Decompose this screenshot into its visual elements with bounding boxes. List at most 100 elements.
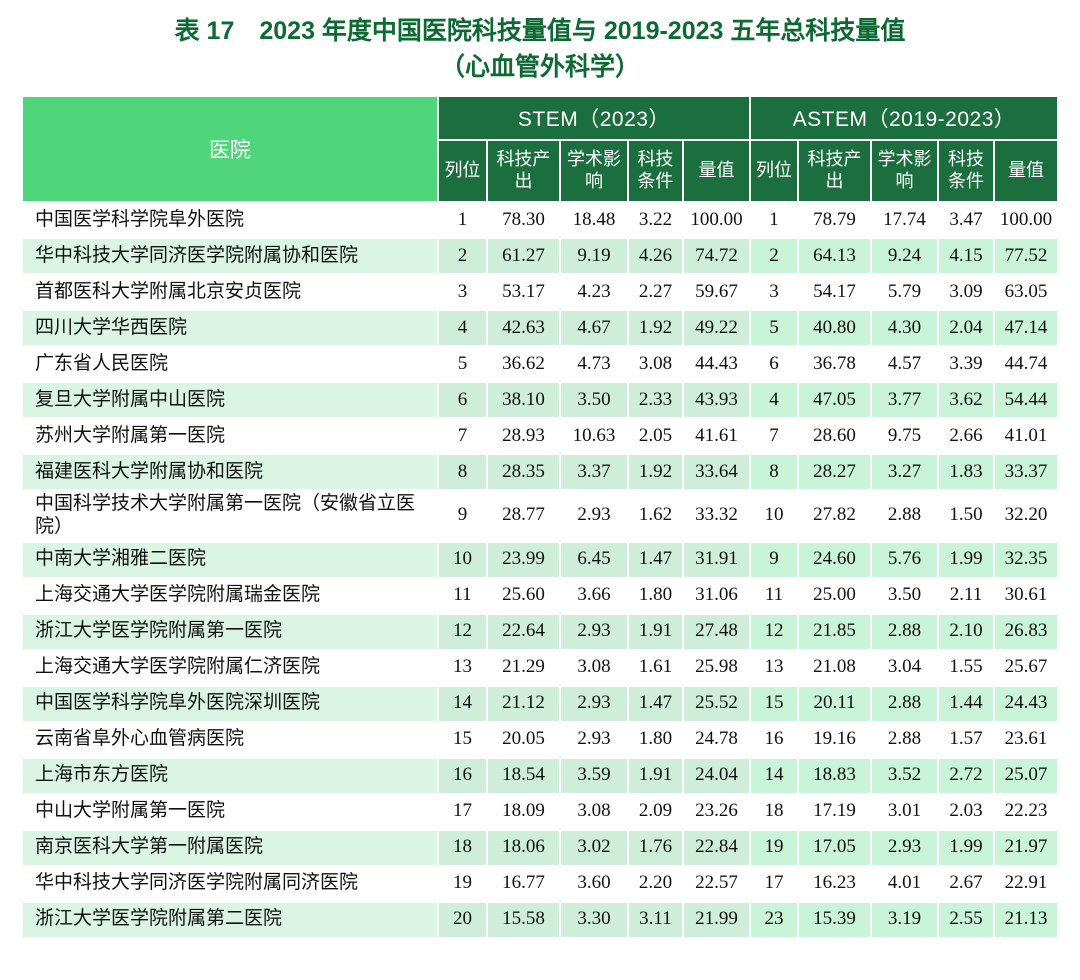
stem-value-cell: 59.67 [681, 273, 751, 311]
astem-value-cell: 41.01 [992, 417, 1060, 455]
stem-influence-cell: 6.45 [558, 540, 629, 579]
stem-value-cell: 21.99 [681, 900, 751, 939]
astem-influence-cell: 3.77 [869, 381, 939, 419]
astem-condition-cell: 1.83 [936, 453, 995, 491]
table-title-line1: 表 17 2023 年度中国医院科技量值与 2019-2023 五年总科技量值 [174, 17, 906, 45]
astem-value-cell: 25.67 [992, 648, 1060, 687]
table-body: 中国医学科学院阜外医院 1 78.30 18.48 3.22 100.00 1 78.79 17… [20, 201, 1060, 939]
astem-output-cell: 25.00 [796, 576, 872, 615]
stem-rank-cell: 15 [436, 720, 488, 759]
table-row: 上海交通大学医学院附属瑞金医院 11 25.60 3.66 1.80 31.06 11 25.… [20, 576, 1060, 615]
astem-influence-cell: 3.27 [869, 453, 939, 491]
astem-influence-cell: 4.01 [869, 864, 939, 903]
stem-output-cell: 36.62 [485, 345, 561, 383]
stem-rank-cell: 1 [436, 201, 488, 239]
stem-rank-cell: 4 [436, 309, 488, 347]
stem-condition-cell: 1.80 [626, 576, 684, 615]
astem-condition-cell: 2.04 [936, 309, 995, 347]
stem-influence-cell: 3.59 [558, 756, 629, 795]
hospital-name-cell: 华中科技大学同济医学院附属协和医院 [20, 237, 439, 275]
astem-influence-cell: 9.24 [869, 237, 939, 275]
astem-value-cell: 22.91 [992, 864, 1060, 903]
stem-condition-cell: 1.80 [626, 720, 684, 759]
astem-rank-cell: 15 [748, 684, 799, 723]
table-row: 华中科技大学同济医学院附属同济医院 19 16.77 3.60 2.20 22.57 17 1… [20, 864, 1060, 903]
stem-output-cell: 20.05 [485, 720, 561, 759]
table-row: 上海市东方医院 16 18.54 3.59 1.91 24.04 14 18.83 3.52 2.… [20, 756, 1060, 795]
stem-condition-cell: 2.27 [626, 273, 684, 311]
astem-condition-header: 科技条件 [936, 139, 995, 203]
stem-rank-cell: 2 [436, 237, 488, 275]
stem-output-cell: 18.54 [485, 756, 561, 795]
astem-value-cell: 24.43 [992, 684, 1060, 723]
astem-output-cell: 36.78 [796, 345, 872, 383]
table-row: 中南大学湘雅二医院 10 23.99 6.45 1.47 31.91 9 24.60 5.76 1… [20, 540, 1060, 579]
stem-condition-header: 科技条件 [626, 139, 684, 203]
stem-influence-cell: 3.66 [558, 576, 629, 615]
astem-output-cell: 24.60 [796, 540, 872, 579]
stem-group-header: STEM（2023） [436, 95, 751, 141]
table-title-line2: （心血管外科学） [439, 52, 640, 81]
table-row: 中山大学附属第一医院 17 18.09 3.08 2.09 23.26 18 17.19 3.0… [20, 792, 1060, 831]
hospital-name-cell: 浙江大学医学院附属第二医院 [20, 900, 439, 939]
astem-value-cell: 23.61 [992, 720, 1060, 759]
astem-output-cell: 21.08 [796, 648, 872, 687]
astem-condition-cell: 1.57 [936, 720, 995, 759]
astem-rank-cell: 13 [748, 648, 799, 687]
astem-rank-cell: 12 [748, 612, 799, 651]
astem-value-cell: 77.52 [992, 237, 1060, 275]
stem-output-cell: 18.09 [485, 792, 561, 831]
hospital-name-cell: 上海交通大学医学院附属仁济医院 [20, 648, 439, 687]
astem-rank-cell: 16 [748, 720, 799, 759]
astem-output-cell: 16.23 [796, 864, 872, 903]
stem-value-cell: 33.64 [681, 453, 751, 491]
astem-output-cell: 18.83 [796, 756, 872, 795]
stem-output-cell: 23.99 [485, 540, 561, 579]
stem-rank-cell: 12 [436, 612, 488, 651]
stem-influence-cell: 10.63 [558, 417, 629, 455]
stem-rank-cell: 20 [436, 900, 488, 939]
astem-rank-cell: 17 [748, 864, 799, 903]
stem-condition-cell: 1.47 [626, 684, 684, 723]
astem-value-cell: 30.61 [992, 576, 1060, 615]
stem-output-cell: 38.10 [485, 381, 561, 419]
stem-condition-cell: 1.91 [626, 612, 684, 651]
astem-value-header: 量值 [992, 139, 1060, 203]
table-row: 复旦大学附属中山医院 6 38.10 3.50 2.33 43.93 4 47.05 3.77 3… [20, 381, 1060, 419]
stem-rank-cell: 3 [436, 273, 488, 311]
hospital-name-cell: 四川大学华西医院 [20, 309, 439, 347]
stem-value-header: 量值 [681, 139, 751, 203]
stem-influence-cell: 3.08 [558, 648, 629, 687]
stem-rank-cell: 10 [436, 540, 488, 579]
stem-influence-cell: 4.23 [558, 273, 629, 311]
stem-output-cell: 18.06 [485, 828, 561, 867]
stem-value-cell: 25.98 [681, 648, 751, 687]
astem-output-cell: 17.05 [796, 828, 872, 867]
astem-condition-cell: 3.09 [936, 273, 995, 311]
astem-condition-cell: 3.47 [936, 201, 995, 239]
hospital-name-cell: 中国医学科学院阜外医院深圳医院 [20, 684, 439, 723]
stem-rank-cell: 6 [436, 381, 488, 419]
astem-influence-cell: 5.79 [869, 273, 939, 311]
stem-condition-cell: 2.09 [626, 792, 684, 831]
stem-value-cell: 22.57 [681, 864, 751, 903]
table-row: 广东省人民医院 5 36.62 4.73 3.08 44.43 6 36.78 4.57 3.39… [20, 345, 1060, 383]
astem-influence-cell: 3.50 [869, 576, 939, 615]
table-row: 中国医学科学院阜外医院深圳医院 14 21.12 2.93 1.47 25.52 15 20.… [20, 684, 1060, 723]
astem-influence-cell: 3.19 [869, 900, 939, 939]
hospital-column-header: 医院 [20, 95, 439, 203]
stem-output-cell: 28.93 [485, 417, 561, 455]
astem-rank-cell: 11 [748, 576, 799, 615]
astem-influence-cell: 3.52 [869, 756, 939, 795]
astem-condition-cell: 1.44 [936, 684, 995, 723]
stem-influence-cell: 2.93 [558, 489, 629, 543]
astem-value-cell: 44.74 [992, 345, 1060, 383]
astem-influence-cell: 2.93 [869, 828, 939, 867]
astem-rank-cell: 6 [748, 345, 799, 383]
astem-condition-cell: 4.15 [936, 237, 995, 275]
hospital-name-cell: 华中科技大学同济医学院附属同济医院 [20, 864, 439, 903]
stem-influence-cell: 4.67 [558, 309, 629, 347]
stem-influence-cell: 18.48 [558, 201, 629, 239]
hospital-name-cell: 云南省阜外心血管病医院 [20, 720, 439, 759]
stem-rank-cell: 13 [436, 648, 488, 687]
